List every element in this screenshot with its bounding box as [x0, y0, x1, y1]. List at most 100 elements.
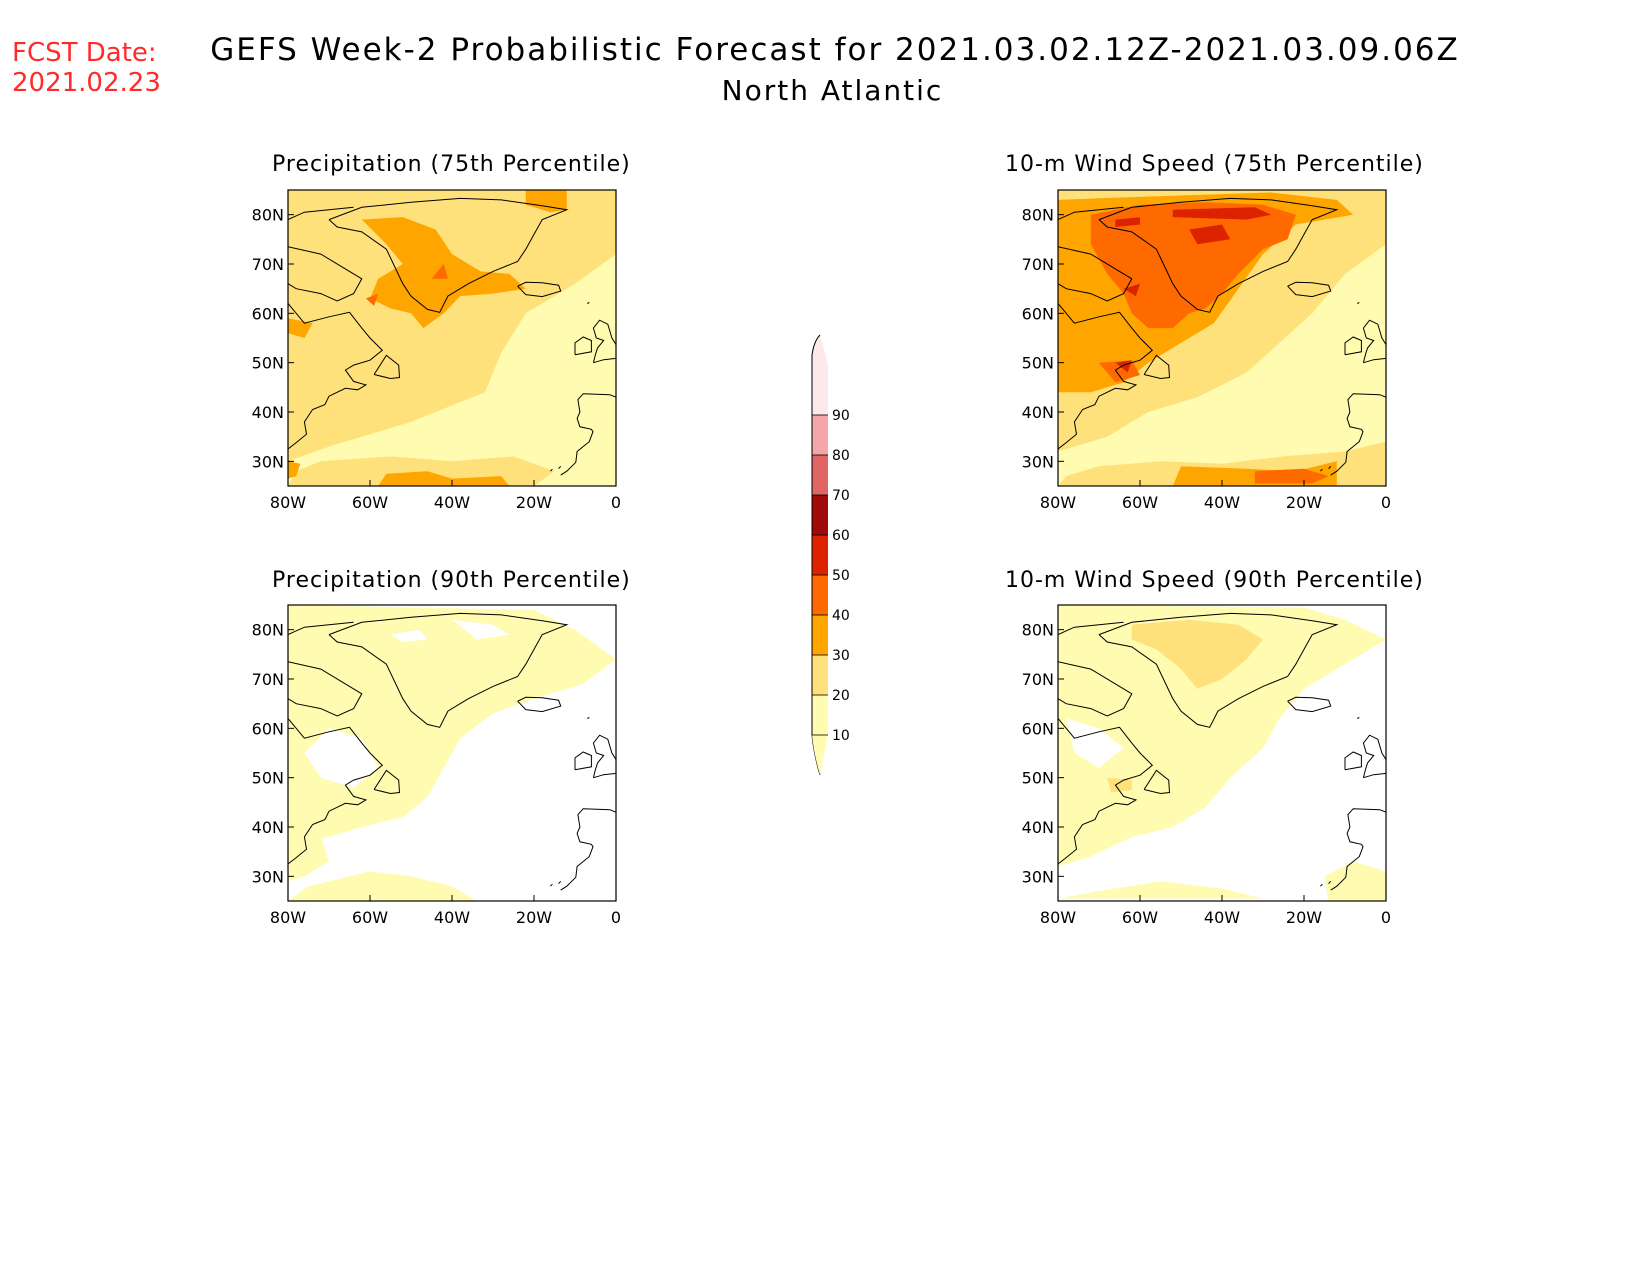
coastline-layer — [1058, 197, 1386, 476]
colorbar-label: 80 — [832, 448, 850, 464]
lat-tick-label: 80N — [1022, 206, 1054, 225]
shading-layer — [288, 190, 616, 486]
lon-tick-label: 40W — [434, 493, 470, 512]
colorbar-segment — [812, 655, 828, 695]
lat-tick-label: 50N — [252, 354, 284, 373]
coastline — [288, 661, 363, 717]
coastline — [1058, 206, 1124, 221]
coastline — [592, 734, 616, 779]
lon-tick-label: 80W — [1040, 908, 1076, 927]
panel-title-wind-90: 10-m Wind Speed (90th Percentile) — [1005, 568, 1424, 593]
shading-layer — [288, 605, 616, 901]
lat-tick-label: 80N — [252, 621, 284, 640]
forecast-date-label: FCST Date: — [12, 38, 157, 68]
probability-shading — [1131, 619, 1263, 689]
coastline — [1362, 734, 1386, 779]
probability-shading — [452, 619, 510, 640]
lon-tick-label: 80W — [1040, 493, 1076, 512]
lat-tick-label: 40N — [1022, 403, 1054, 422]
coastline — [373, 354, 401, 380]
coastline — [1058, 718, 1154, 865]
lat-tick-label: 40N — [252, 818, 284, 837]
coastline — [1330, 808, 1386, 891]
colorbar-label: 70 — [832, 488, 850, 504]
coastline — [517, 281, 562, 298]
coastline — [1143, 354, 1171, 380]
probability-shading — [1172, 207, 1272, 220]
probability-shading — [1115, 217, 1140, 227]
lon-tick-label: 0 — [1381, 493, 1391, 512]
probability-shading — [1254, 468, 1329, 484]
page-title-block: GEFS Week-2 Probabilistic Forecast for 2… — [0, 32, 1650, 107]
coastline — [1357, 302, 1360, 304]
colorbar: 90 80 70 60 50 40 30 20 10 — [811, 334, 850, 776]
coastline — [558, 465, 562, 470]
coastline — [560, 393, 616, 476]
lon-tick-label: 20W — [1286, 493, 1322, 512]
probability-shading — [390, 629, 428, 642]
coastline — [328, 197, 569, 313]
coastline-layer — [288, 197, 616, 476]
lat-tick-label: 30N — [1022, 452, 1054, 471]
lon-tick-label: 20W — [516, 493, 552, 512]
coastline — [592, 319, 616, 364]
colorbar-segment — [812, 495, 828, 535]
probability-shading — [304, 728, 379, 788]
probability-shading — [288, 318, 313, 338]
page-title: GEFS Week-2 Probabilistic Forecast for 2… — [210, 32, 1460, 68]
lat-tick-label: 70N — [1022, 670, 1054, 689]
lat-tick-label: 50N — [1022, 354, 1054, 373]
coastline — [550, 883, 553, 887]
colorbar-segment — [812, 575, 828, 615]
coastline — [1058, 303, 1154, 450]
probability-shading — [1090, 202, 1296, 329]
colorbar-label: 30 — [832, 648, 850, 664]
coastline — [328, 612, 569, 728]
coastline — [1058, 246, 1133, 302]
lat-tick-label: 70N — [252, 255, 284, 274]
forecast-date-value: 2021.02.23 — [12, 68, 161, 98]
lat-tick-label: 60N — [252, 304, 284, 323]
colorbar-label: 50 — [832, 568, 850, 584]
probability-shading — [1058, 605, 1386, 867]
coastline — [574, 751, 592, 771]
coastline — [1344, 336, 1362, 356]
probability-shading — [431, 264, 448, 279]
lat-tick-label: 70N — [252, 670, 284, 689]
panel-title-wind-75: 10-m Wind Speed (75th Percentile) — [1005, 152, 1424, 177]
coastline — [1330, 393, 1386, 476]
coastline — [373, 769, 401, 795]
coastline — [1058, 661, 1133, 717]
lat-tick-label: 80N — [1022, 621, 1054, 640]
lon-tick-label: 60W — [1122, 908, 1158, 927]
lon-tick-label: 0 — [611, 908, 621, 927]
lon-tick-label: 20W — [516, 908, 552, 927]
coastline — [587, 717, 590, 719]
coastline — [1328, 880, 1332, 885]
lat-tick-label: 30N — [252, 452, 284, 471]
probability-shading — [288, 461, 301, 479]
lon-tick-label: 60W — [1122, 493, 1158, 512]
coastline — [587, 302, 590, 304]
lat-tick-label: 30N — [1022, 867, 1054, 886]
lat-tick-label: 50N — [252, 769, 284, 788]
lat-tick-label: 60N — [1022, 304, 1054, 323]
region-subtitle: North Atlantic — [721, 74, 944, 107]
coastline — [1320, 468, 1323, 472]
coastline — [288, 303, 384, 450]
coastline — [1143, 769, 1171, 795]
probability-shading — [288, 836, 329, 882]
lon-tick-label: 60W — [352, 908, 388, 927]
map-precip-75: 80N 70N 60N 50N 40N 30N 80W 60W 40W 20W 0 — [252, 189, 621, 512]
probability-shading — [1324, 861, 1386, 901]
coastline-layer — [1058, 612, 1386, 891]
coastline — [1098, 612, 1339, 728]
colorbar-segment — [812, 375, 828, 415]
lon-tick-label: 40W — [1204, 908, 1240, 927]
map-wind-90: 80N 70N 60N 50N 40N 30N 80W 60W 40W 20W 0 — [1022, 604, 1391, 927]
colorbar-segment — [812, 695, 828, 735]
coastline — [1058, 621, 1124, 636]
probability-shading — [288, 190, 616, 462]
lon-tick-label: 40W — [434, 908, 470, 927]
lon-tick-label: 60W — [352, 493, 388, 512]
